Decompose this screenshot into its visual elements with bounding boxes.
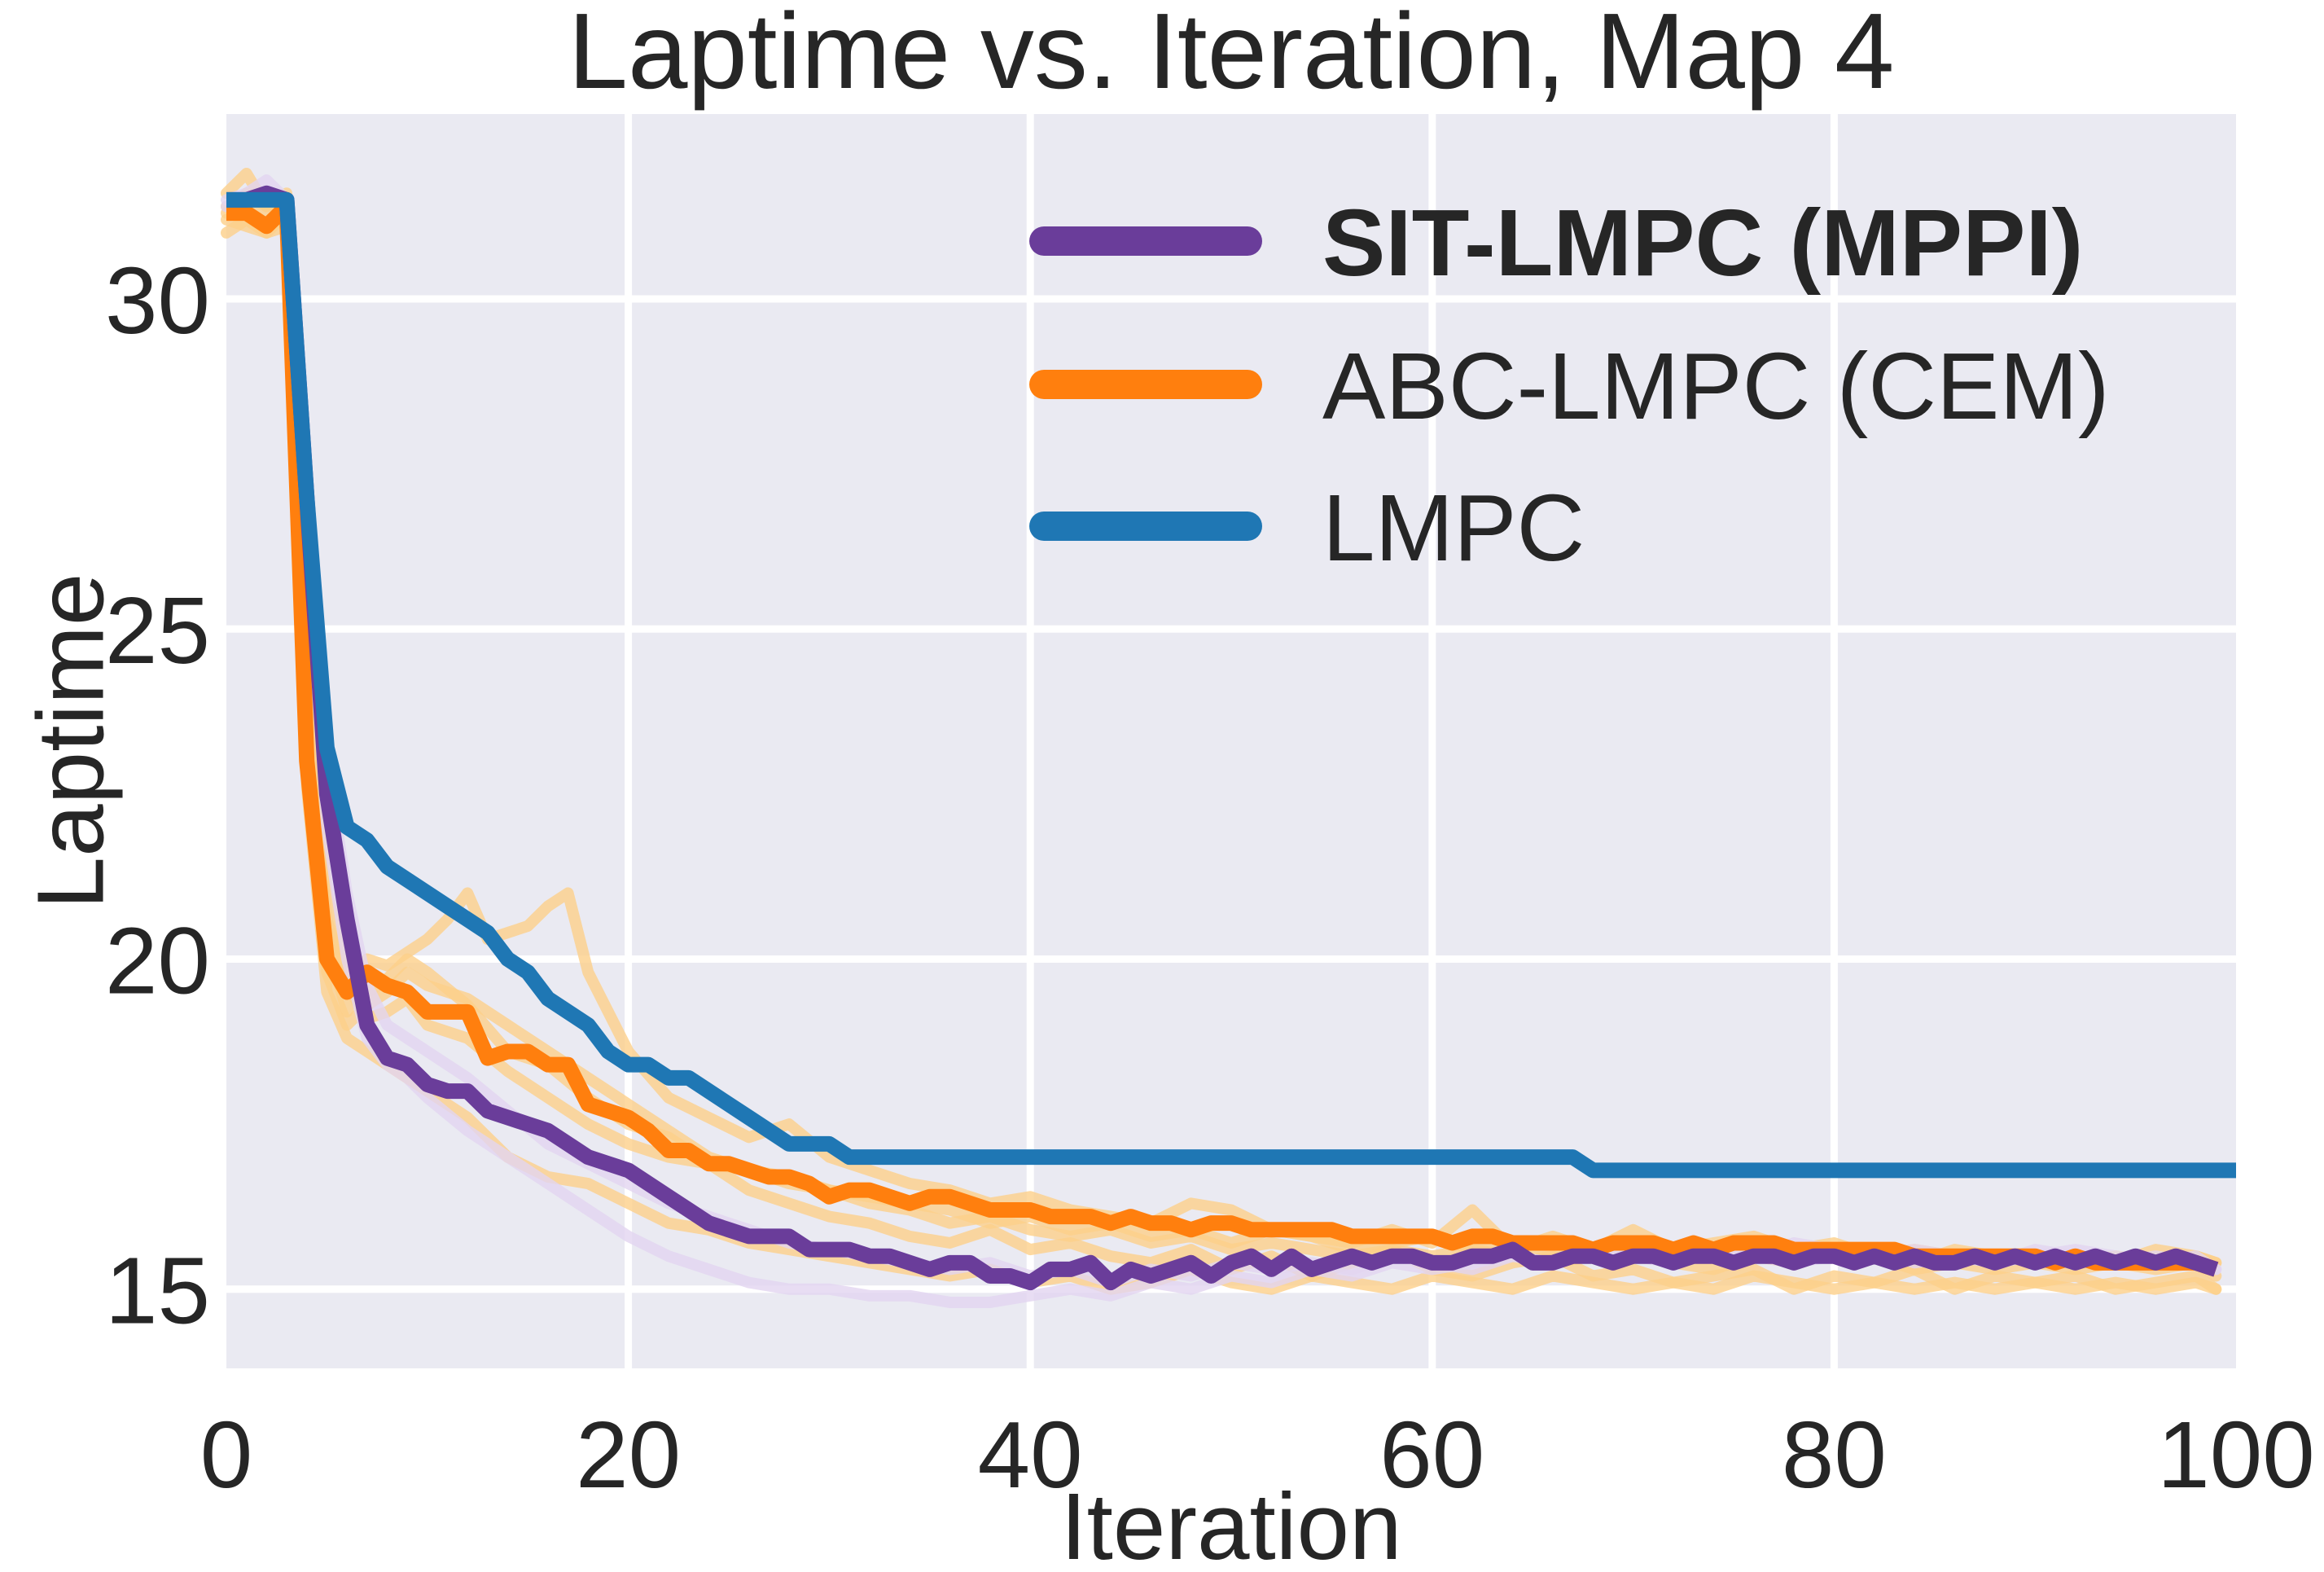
series-line-sit-lmpc-mppi (226, 185, 2219, 1291)
y-tick-label: 25 (105, 577, 210, 683)
y-tick-label: 30 (105, 248, 210, 353)
y-tick-labels: 15 20 25 30 (105, 248, 210, 1344)
x-tick-labels: 0 20 40 60 80 100 (200, 1402, 2315, 1508)
x-axis-label: Iteration (1060, 1473, 1401, 1572)
y-tick-label: 15 (105, 1238, 210, 1344)
grid-lines (226, 114, 2236, 1368)
series-line-lmpc (226, 191, 2236, 1179)
y-axis-label: Laptime (18, 573, 124, 910)
x-tick-label: 0 (200, 1402, 253, 1508)
x-tick-label: 40 (978, 1402, 1083, 1508)
x-tick-label: 60 (1379, 1402, 1484, 1508)
x-tick-label: 20 (576, 1402, 681, 1508)
legend: SIT-LMPC (MPPI) ABC-LMPC (CEM) LMPC (1029, 190, 2110, 581)
series-line-abc-lmpc-cem (226, 198, 2219, 1277)
x-tick-label: 80 (1782, 1402, 1887, 1508)
series-lines (226, 185, 2236, 1291)
chart-title: Laptime vs. Iteration, Map 4 (568, 0, 1895, 111)
legend-label: ABC-LMPC (CEM) (1322, 333, 2110, 439)
legend-label: SIT-LMPC (MPPI) (1322, 190, 2083, 296)
legend-label: LMPC (1322, 475, 1585, 581)
x-tick-label: 100 (2157, 1402, 2315, 1508)
y-tick-label: 20 (105, 907, 210, 1013)
